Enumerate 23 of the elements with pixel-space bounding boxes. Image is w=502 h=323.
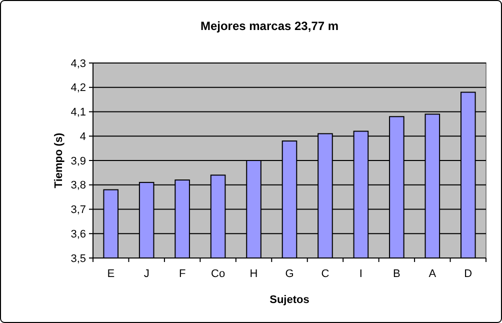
x-tick-label: E xyxy=(107,268,115,280)
y-tick-label: 3,9 xyxy=(70,155,86,168)
x-tick-label: B xyxy=(393,268,400,280)
y-tick-label: 3,8 xyxy=(70,180,86,192)
y-axis-title: Tiempo (s) xyxy=(53,132,65,188)
y-tick-label: 3,6 xyxy=(70,228,86,240)
y-tick-label: 4,3 xyxy=(70,58,86,70)
x-tick-label: D xyxy=(464,268,472,280)
x-tick-label: J xyxy=(144,268,150,280)
x-tick-label: H xyxy=(250,268,258,280)
x-tick-label: Co xyxy=(211,268,226,280)
y-tick-label: 4 xyxy=(80,130,86,143)
y-tick-label: 3,5 xyxy=(70,252,86,265)
x-tick-label: C xyxy=(321,268,330,280)
y-tick-label: 3,7 xyxy=(70,204,86,216)
x-axis-title: Sujetos xyxy=(270,294,310,306)
chart-title: Mejores marcas 23,77 m xyxy=(200,19,339,33)
x-tick-label: G xyxy=(285,268,294,280)
x-tick-label: I xyxy=(359,268,362,280)
y-tick-label: 4,2 xyxy=(70,82,86,94)
x-tick-label: F xyxy=(178,268,186,280)
y-tick-label: 4,1 xyxy=(70,106,86,119)
x-tick-label: A xyxy=(428,268,437,280)
